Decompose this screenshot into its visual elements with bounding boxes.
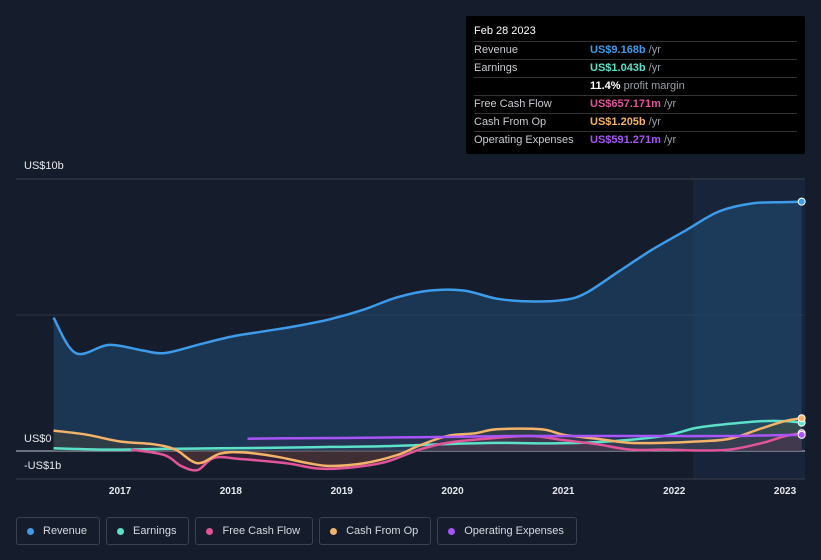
legend-label: Cash From Op — [346, 525, 419, 537]
x-tick-label: 2020 — [441, 486, 464, 497]
y-label-top: US$10b — [24, 160, 64, 172]
y-label-zero: US$0 — [24, 433, 52, 445]
revenue-line — [52, 200, 802, 356]
tooltip-row: Revenue US$9.168b/yr — [474, 42, 797, 60]
tooltip: Feb 28 2023 Revenue US$9.168b/yr Earnings U… — [466, 16, 805, 154]
cash-from-op-line — [53, 416, 802, 468]
legend-label: Operating Expenses — [464, 525, 564, 537]
legend-item-cash-from-op[interactable]: Cash From Op — [319, 517, 432, 545]
legend-label: Earnings — [133, 525, 177, 537]
tooltip-label: Revenue — [474, 44, 519, 56]
tooltip-value: US$1.205b — [590, 116, 646, 128]
tooltip-unit: /yr — [663, 134, 677, 146]
earnings-line — [53, 419, 802, 451]
tooltip-label: Earnings — [474, 62, 518, 74]
legend-item-free-cash-flow[interactable]: Free Cash Flow — [195, 517, 314, 545]
legend-item-earnings[interactable]: Earnings — [106, 517, 190, 545]
legend-dot-icon — [117, 527, 125, 535]
revenue-end-point — [797, 197, 806, 206]
tooltip-unit: profit margin — [623, 80, 685, 92]
legend-dot-icon — [448, 527, 456, 535]
operating-expenses-end-point — [797, 430, 806, 439]
y-label-neg: -US$1b — [24, 460, 62, 472]
legend-dot-icon — [206, 527, 214, 535]
x-tick-label: 2019 — [330, 486, 353, 497]
tooltip-unit: /yr — [648, 116, 661, 128]
tooltip-label: Operating Expenses — [474, 134, 574, 146]
legend-item-operating-expenses[interactable]: Operating Expenses — [437, 517, 577, 545]
tooltip-value: US$591.271m — [590, 134, 661, 146]
tooltip-row: Operating Expenses US$591.271m/yr — [474, 132, 797, 149]
tooltip-unit: /yr — [648, 44, 661, 56]
free-cash-flow-line — [130, 431, 802, 472]
earnings-area — [53, 420, 802, 451]
tooltip-value: US$1.043b — [590, 62, 646, 74]
legend-dot-icon — [27, 527, 34, 535]
operating-expenses-line — [247, 433, 802, 441]
legend: Revenue Earnings Free Cash Flow Cash From O… — [16, 517, 577, 545]
tooltip-value: US$9.168b — [590, 44, 646, 56]
legend-label: Revenue — [43, 525, 88, 537]
tooltip-row: 11.4% profit margin — [474, 78, 797, 96]
legend-dot-icon — [330, 527, 338, 535]
tooltip-label: Free Cash Flow — [474, 98, 552, 110]
tooltip-value: US$657.171m — [590, 98, 661, 110]
legend-item-revenue[interactable]: Revenue — [16, 517, 101, 545]
x-tick-label: 2022 — [663, 486, 686, 497]
revenue-area — [53, 201, 802, 451]
tooltip-row: Cash From Op US$1.205b/yr — [474, 114, 797, 132]
tooltip-unit: /yr — [648, 62, 661, 74]
tooltip-label: Cash From Op — [474, 116, 547, 128]
tooltip-label — [474, 78, 590, 95]
tooltip-unit: /yr — [663, 98, 677, 110]
x-tick-label: 2023 — [773, 486, 797, 497]
tooltip-value: 11.4% — [590, 80, 621, 92]
tooltip-row: Free Cash Flow US$657.171m/yr — [474, 96, 797, 114]
x-tick-label: 2018 — [219, 486, 242, 497]
tooltip-date: Feb 28 2023 — [474, 24, 797, 42]
legend-label: Free Cash Flow — [222, 525, 301, 537]
tooltip-row: Earnings US$1.043b/yr — [474, 60, 797, 78]
cash-from-op-end-point — [797, 414, 806, 423]
x-tick-label: 2017 — [108, 486, 132, 497]
x-tick-label: 2021 — [552, 486, 575, 497]
